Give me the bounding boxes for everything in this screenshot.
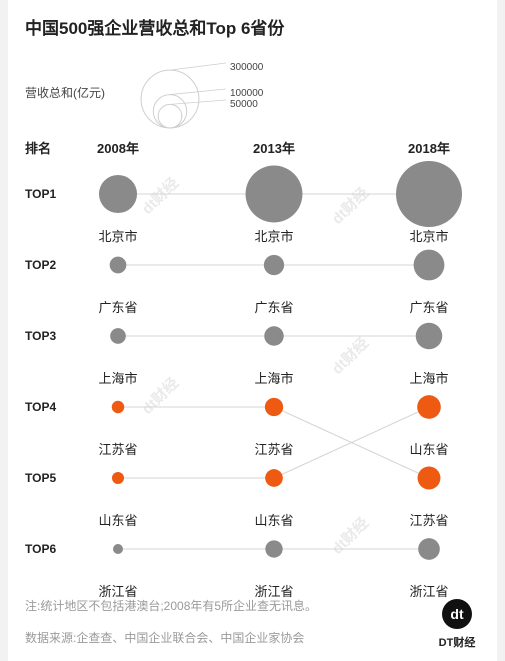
bubble: [265, 540, 283, 558]
rank-label: TOP1: [25, 187, 56, 201]
bubble: [111, 471, 125, 485]
dt-logo-glyph: dt: [450, 606, 464, 622]
watermark: dt财经: [138, 374, 182, 418]
bubble: [111, 400, 125, 414]
legend-circle: [152, 94, 188, 129]
bubble: [98, 174, 138, 214]
bubble: [245, 165, 303, 223]
bubble: [264, 326, 284, 346]
province-label: 广东省: [254, 300, 293, 315]
rank-label: TOP3: [25, 329, 56, 343]
brand-name: DT财经: [439, 635, 476, 649]
legend-leader: [169, 62, 227, 71]
legend-circle: [140, 69, 200, 129]
province-label: 浙江省: [409, 584, 448, 599]
bubble: [112, 543, 124, 555]
year-header: 2018年: [408, 141, 450, 156]
legend-leader: [169, 99, 227, 105]
chart-card: 中国500强企业营收总和Top 6省份 营收总和(亿元) 300000 10000…: [8, 0, 497, 661]
watermark: dt财经: [328, 334, 372, 378]
rank-label: TOP6: [25, 542, 56, 556]
province-label: 山东省: [254, 513, 293, 528]
rank-label: TOP2: [25, 258, 56, 272]
province-label: 山东省: [98, 513, 137, 528]
province-label: 浙江省: [254, 584, 293, 599]
bubble: [109, 256, 127, 274]
legend-label: 营收总和(亿元): [25, 85, 105, 100]
bubble: [413, 249, 445, 281]
bubble: [417, 466, 441, 490]
province-label: 广东省: [98, 300, 137, 315]
province-label: 北京市: [98, 229, 137, 244]
bubble: [417, 395, 441, 419]
watermark: dt财经: [138, 174, 182, 218]
province-label: 浙江省: [98, 584, 137, 599]
bubble: [396, 161, 462, 227]
legend-value: 300000: [230, 62, 264, 73]
province-label: 上海市: [98, 371, 137, 386]
year-header: 2013年: [253, 141, 295, 156]
province-label: 上海市: [254, 371, 293, 386]
dt-logo-icon: [442, 599, 472, 629]
bubble-rank-chart: 中国500强企业营收总和Top 6省份 营收总和(亿元) 300000 10000…: [25, 18, 476, 649]
rank-labels: TOP1 TOP2 TOP3 TOP4 TOP5 TOP6: [25, 187, 56, 556]
province-label: 上海市: [409, 371, 448, 386]
rank-label: TOP4: [25, 400, 56, 414]
dt-logo: dt DT财经: [439, 599, 476, 649]
watermark: dt财经: [328, 184, 372, 228]
province-label: 江苏省: [409, 513, 448, 528]
year-header: 2008年: [97, 141, 139, 156]
legend-value: 100000: [230, 88, 264, 99]
rank-label: TOP5: [25, 471, 56, 485]
province-label: 江苏省: [98, 442, 137, 457]
province-label: 北京市: [409, 229, 448, 244]
bubble: [263, 254, 285, 276]
connector-line: [273, 406, 430, 479]
province-label: 江苏省: [254, 442, 293, 457]
legend-circle: [157, 103, 183, 129]
bubble: [265, 469, 283, 487]
bubble: [418, 538, 440, 560]
note-text: 注:统计地区不包括港澳台;2008年有5所企业查无讯息。: [25, 598, 317, 613]
watermark: dt财经: [328, 514, 372, 558]
bubble: [110, 328, 126, 344]
province-label: 山东省: [409, 442, 448, 457]
province-labels: 北京市广东省上海市江苏省山东省浙江省北京市广东省上海市江苏省山东省浙江省北京市广…: [98, 229, 448, 599]
rank-lines: [118, 193, 430, 550]
bubbles: [98, 161, 462, 560]
source-text: 数据来源:企查查、中国企业联合会、中国企业家协会: [25, 630, 304, 645]
province-label: 广东省: [409, 300, 448, 315]
province-label: 北京市: [254, 229, 293, 244]
legend-leader: [169, 88, 227, 95]
bubble: [264, 397, 284, 417]
chart-title: 中国500强企业营收总和Top 6省份: [25, 18, 285, 38]
year-headers: 2008年 2013年 2018年: [97, 141, 450, 156]
rank-header: 排名: [25, 141, 51, 156]
bubble: [415, 322, 443, 350]
legend-value: 50000: [230, 99, 258, 110]
